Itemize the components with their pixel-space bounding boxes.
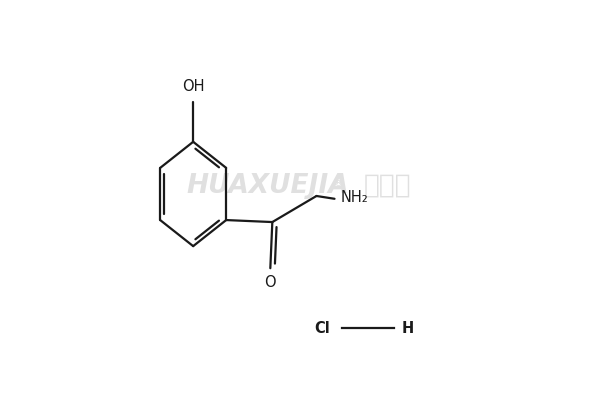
Text: O: O (265, 276, 276, 290)
Text: H: H (402, 321, 414, 336)
Text: HUAXUEJIA: HUAXUEJIA (186, 173, 349, 199)
Text: 化学加: 化学加 (364, 173, 412, 199)
Text: NH₂: NH₂ (341, 191, 368, 206)
Text: OH: OH (182, 80, 204, 95)
Text: ®: ® (332, 178, 343, 188)
Text: Cl: Cl (314, 321, 329, 336)
